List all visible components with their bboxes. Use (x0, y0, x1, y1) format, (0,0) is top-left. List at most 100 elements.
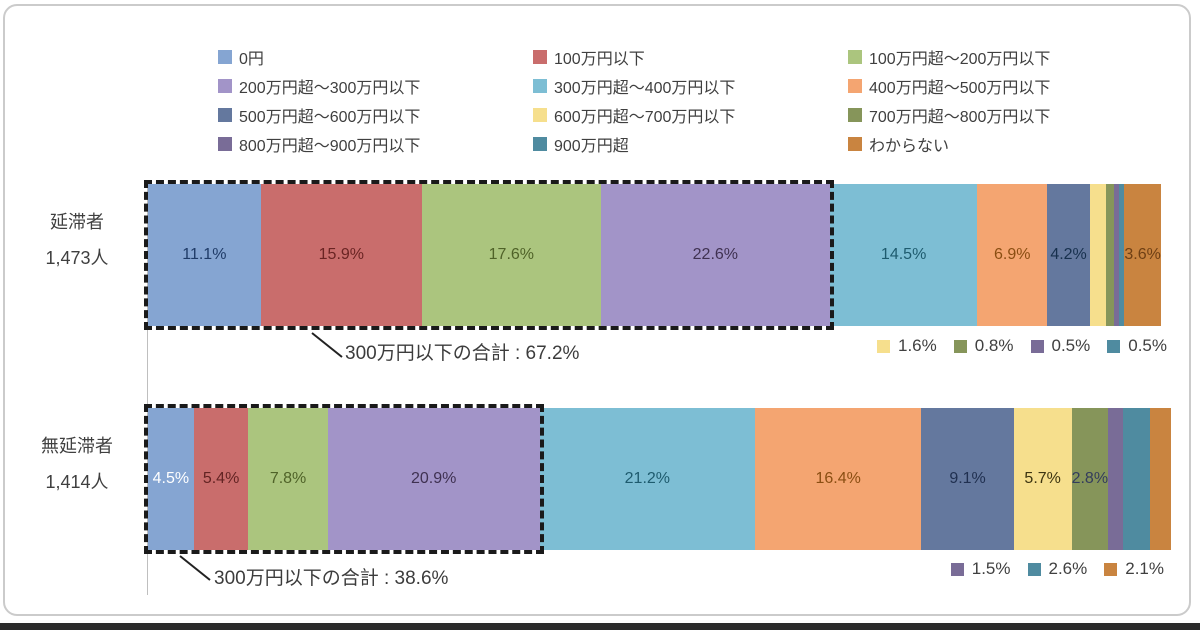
bottom-edge-strip (0, 623, 1200, 630)
legend-swatch-icon (533, 107, 547, 122)
callout-value-label: 0.8% (974, 336, 1014, 355)
legend-item: 700万円超〜800万円以下 (848, 100, 1163, 129)
legend-swatch-icon (533, 78, 547, 93)
legend-label: 100万円以下 (554, 50, 645, 68)
legend-swatch-icon (848, 49, 862, 64)
segment-data-label: 22.6% (692, 246, 739, 263)
bar-segment: 9.1% (921, 408, 1014, 550)
legend-swatch-icon (218, 136, 232, 151)
legend-label: 700万円超〜800万円以下 (869, 108, 1051, 126)
category-count: 1,414人 (45, 472, 109, 492)
callout-swatch-icon (953, 339, 967, 353)
bar-segment: 20.9% (327, 408, 540, 550)
category-label-delinquent: 延滞者 1,473人 (12, 208, 142, 270)
legend-item: 200万円超〜300万円以下 (218, 71, 533, 100)
stacked-bar-delinquent: 11.1% 15.9% 17.6% 22.6% 14.5% 6.9% 4.2% 3.6% (148, 184, 1163, 326)
callout-swatch-icon (1104, 562, 1118, 576)
legend-swatch-icon (533, 49, 547, 64)
category-count: 1,473人 (45, 248, 109, 268)
legend-item: 0円 (218, 42, 533, 71)
segment-data-label: 6.9% (993, 246, 1031, 263)
segment-data-label: 2.8% (1071, 470, 1109, 487)
legend-swatch-icon (848, 107, 862, 122)
annotation-sum-non-delinquent: 300万円以下の合計 : 38.6% (214, 568, 449, 589)
legend-label: 900万円超 (554, 137, 629, 155)
callout-swatch-icon (1030, 339, 1044, 353)
category-name: 無延滞者 (41, 436, 113, 456)
bar-segment (1108, 408, 1124, 550)
dashed-highlight-box-delinquent (144, 180, 835, 330)
legend-label: わからない (869, 137, 950, 155)
legend-item: 100万円以下 (533, 42, 848, 71)
legend-item: 400万円超〜500万円以下 (848, 71, 1163, 100)
bar-segment: 16.4% (754, 408, 922, 550)
callout-value-label: 0.5% (1051, 336, 1091, 355)
legend-item: 800万円超〜900万円以下 (218, 129, 533, 158)
bar-segment (1089, 184, 1107, 326)
bar-segment (1123, 408, 1150, 550)
segment-data-label: 21.2% (624, 470, 671, 487)
callout-swatch-icon (1027, 562, 1041, 576)
segment-data-label: 4.2% (1050, 246, 1087, 263)
callout-item: 0.8% (953, 336, 1014, 356)
legend-label: 200万円超〜300万円以下 (239, 79, 421, 97)
bar-segment: 11.1% (148, 184, 261, 326)
callout-item: 2.6% (1027, 559, 1088, 579)
callout-item: 1.6% (877, 336, 937, 356)
legend: 0円 100万円以下 100万円超〜200万円以下 200万円超〜300万円以下 300… (218, 42, 1163, 158)
legend-item: 100万円超〜200万円以下 (848, 42, 1163, 71)
segment-data-label: 14.5% (880, 246, 927, 263)
legend-label: 0円 (239, 50, 264, 68)
segment-data-label: 4.5% (152, 470, 190, 487)
legend-label: 100万円超〜200万円以下 (869, 50, 1051, 68)
category-name: 延滞者 (50, 212, 104, 232)
y-axis-line (147, 180, 148, 595)
bar-segment: 5.4% (193, 408, 249, 550)
bar-segment: 4.2% (1047, 184, 1090, 326)
legend-item: 900万円超 (533, 129, 848, 158)
callout-value-label: 2.1% (1125, 559, 1164, 578)
segment-data-label: 5.7% (1024, 470, 1061, 487)
segment-data-label: 5.4% (202, 470, 240, 487)
bar-segment: 7.8% (248, 408, 328, 550)
callout-item: 2.1% (1104, 559, 1164, 579)
bar-segment (1149, 408, 1171, 550)
bar-segment: 3.6% (1124, 184, 1161, 326)
bar-segment: 22.6% (600, 184, 831, 326)
callout-swatch-icon (950, 562, 964, 576)
callout-value-label: 1.6% (898, 336, 937, 355)
bar-segment (1119, 184, 1125, 326)
legend-swatch-icon (218, 107, 232, 122)
segment-data-label: 15.9% (318, 246, 365, 263)
bar-segment: 15.9% (260, 184, 423, 326)
small-value-callouts-delinquent: 1.6% 0.8% 0.5% 0.5% (877, 336, 1167, 356)
legend-swatch-icon (848, 136, 862, 151)
callout-value-label: 0.5% (1128, 336, 1167, 355)
legend-label: 800万円超〜900万円以下 (239, 137, 421, 155)
bar-segment: 2.8% (1071, 408, 1109, 550)
callout-item: 0.5% (1107, 336, 1167, 356)
legend-swatch-icon (218, 78, 232, 93)
segment-data-label: 16.4% (815, 470, 861, 487)
bar-segment: 14.5% (830, 184, 978, 326)
small-value-callouts-non-delinquent: 1.5% 2.6% 2.1% (950, 559, 1164, 579)
legend-label: 600万円超〜700万円以下 (554, 108, 736, 126)
segment-data-label: 20.9% (411, 470, 457, 487)
category-label-non-delinquent: 無延滞者 1,414人 (12, 432, 142, 494)
segment-data-label: 9.1% (949, 470, 986, 487)
segment-data-label: 3.6% (1124, 246, 1161, 263)
segment-data-label: 7.8% (269, 470, 307, 487)
callout-item: 0.5% (1030, 336, 1091, 356)
legend-swatch-icon (848, 78, 862, 93)
legend-label: 400万円超〜500万円以下 (869, 79, 1051, 97)
bar-segment: 21.2% (539, 408, 755, 550)
bar-segment (1114, 184, 1120, 326)
bar-segment: 17.6% (422, 184, 601, 326)
annotation-sum-delinquent: 300万円以下の合計 : 67.2% (345, 343, 580, 364)
callout-value-label: 2.6% (1048, 559, 1088, 578)
legend-label: 500万円超〜600万円以下 (239, 108, 421, 126)
legend-label: 300万円超〜400万円以下 (554, 79, 736, 97)
legend-item: 500万円超〜600万円以下 (218, 100, 533, 129)
bar-segment: 4.5% (148, 408, 194, 550)
dashed-highlight-box-non-delinquent (144, 404, 544, 554)
